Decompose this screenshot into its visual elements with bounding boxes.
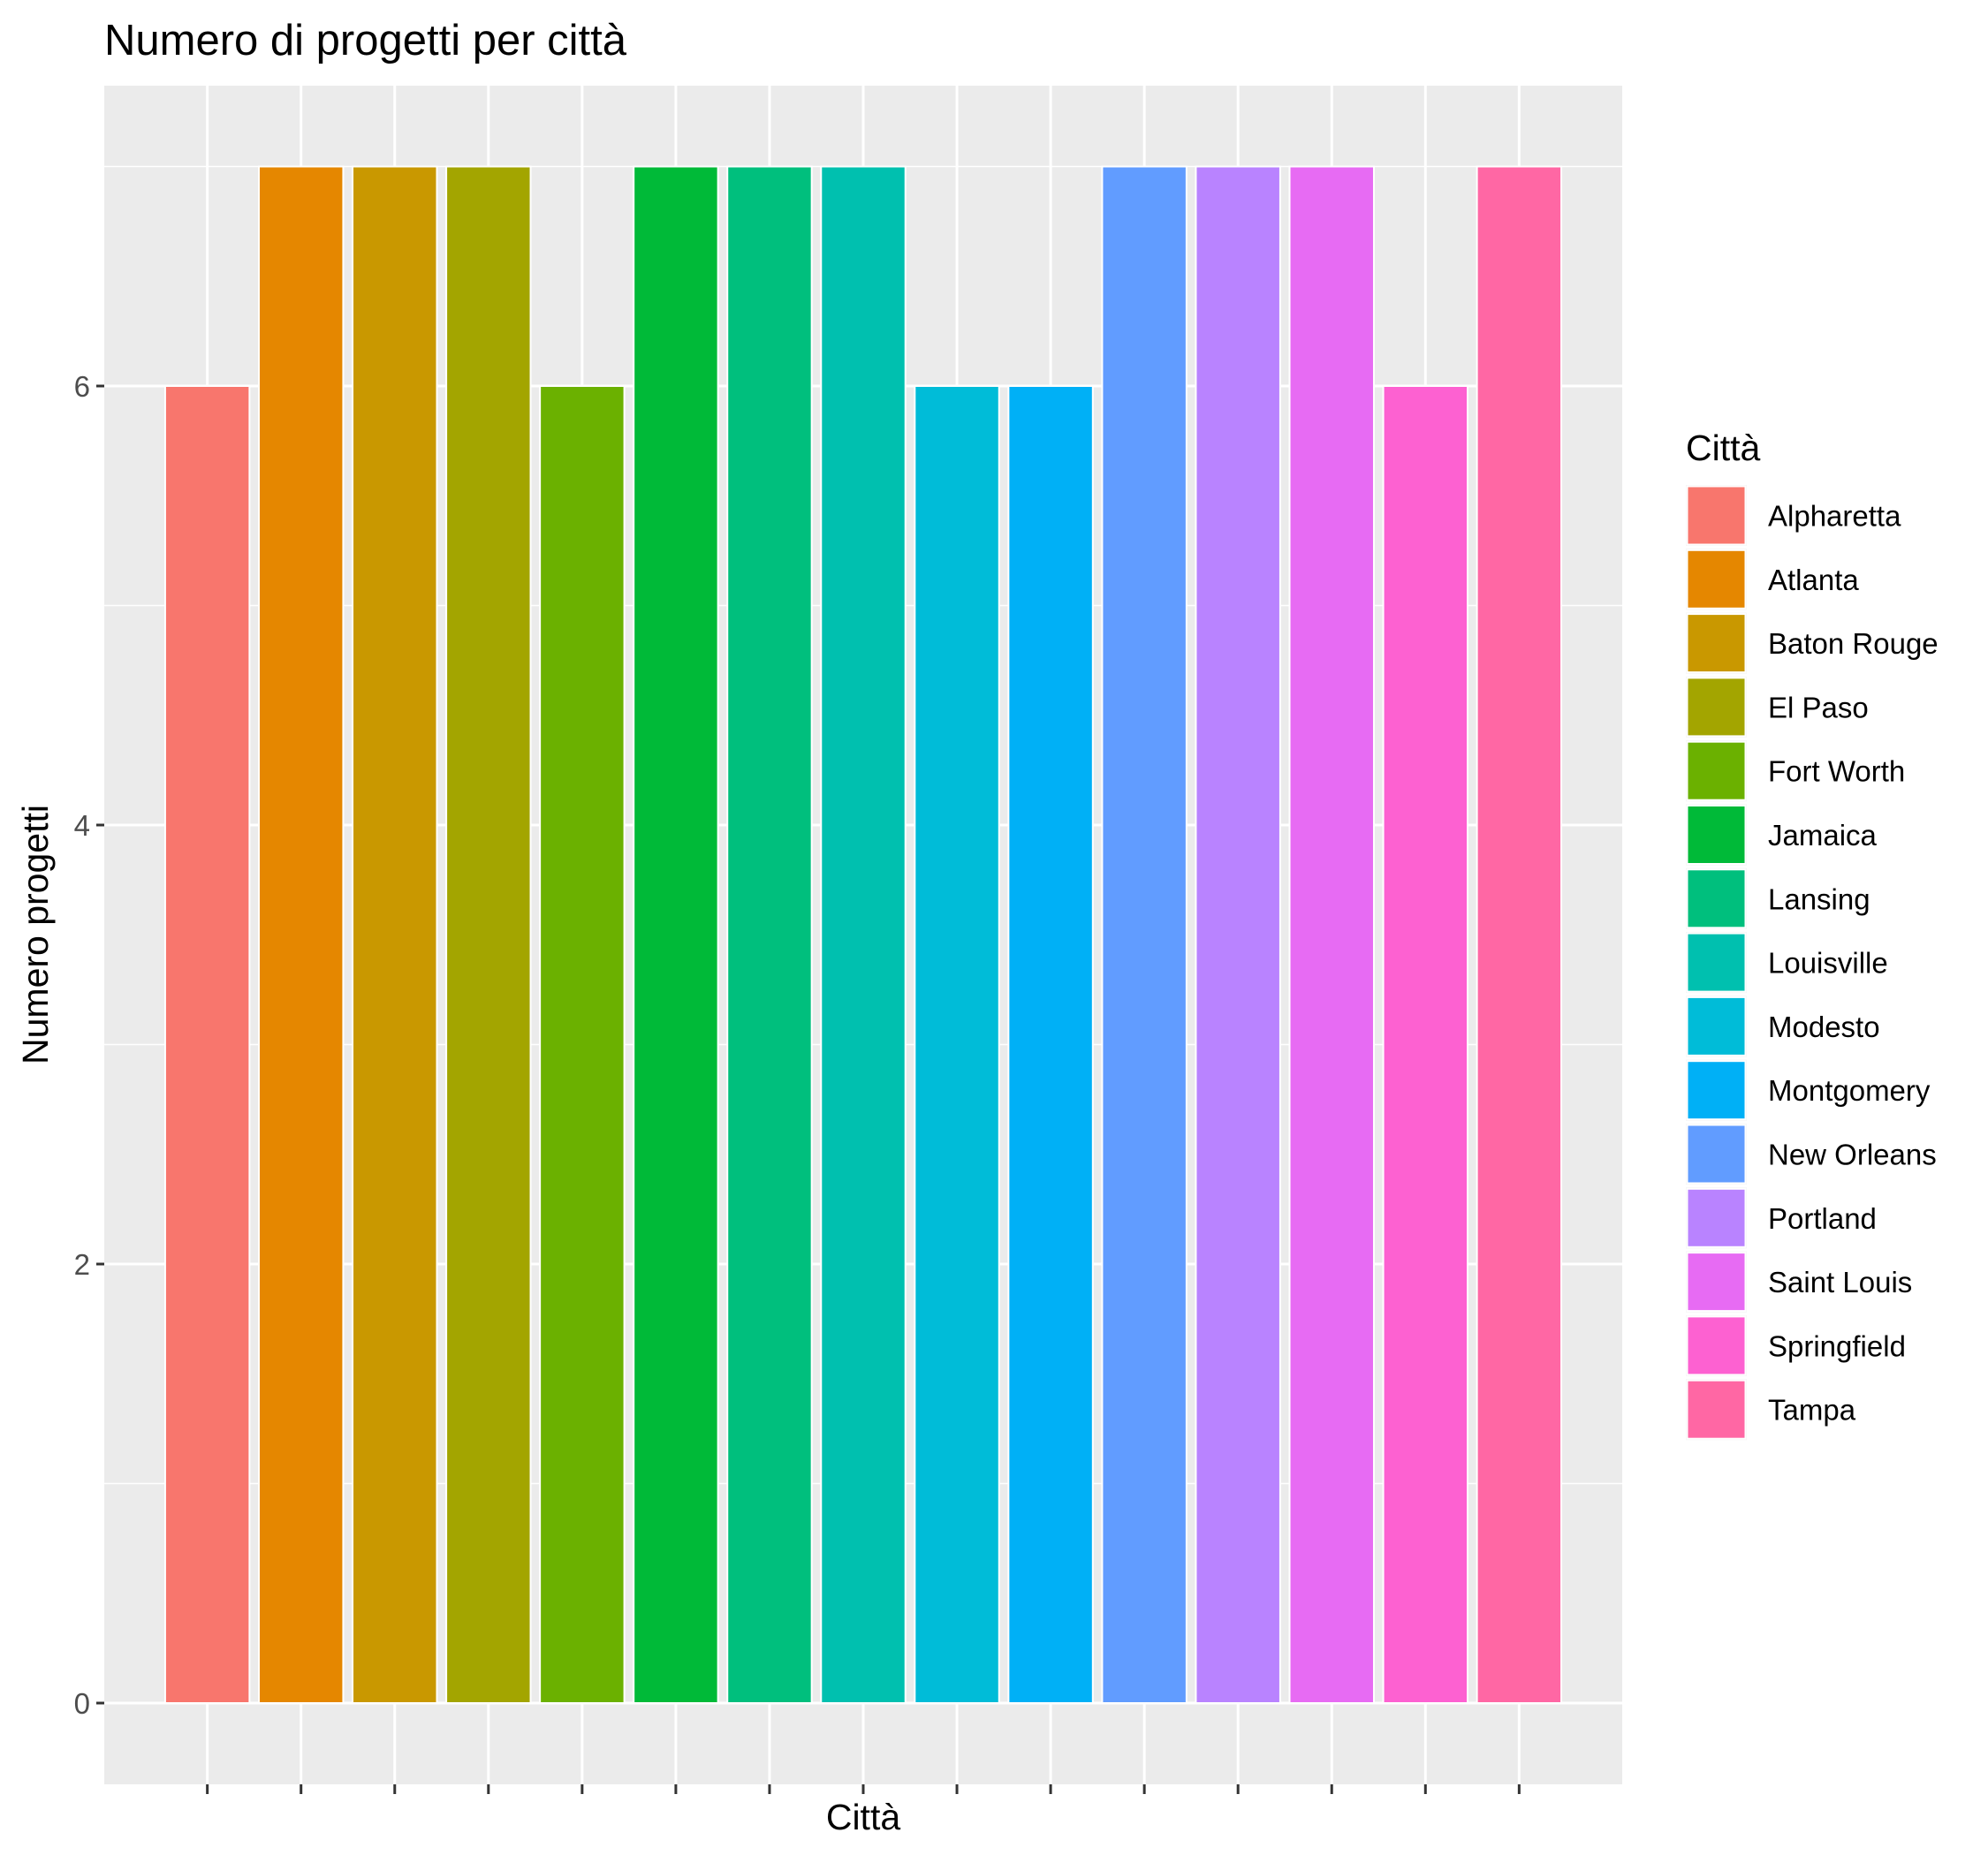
- legend-swatch: [1686, 805, 1747, 865]
- legend-label: Tampa: [1768, 1394, 1856, 1427]
- x-axis: [206, 1784, 1521, 1794]
- bar: [1007, 385, 1094, 1704]
- y-tick-label: 6: [74, 370, 90, 403]
- legend-label: Louisville: [1768, 947, 1888, 980]
- legend-swatch: [1686, 1252, 1747, 1313]
- chart-title: Numero di progetti per città: [104, 17, 627, 64]
- x-axis-title: Città: [826, 1797, 901, 1837]
- bar: [352, 165, 438, 1704]
- y-tick-label: 2: [74, 1248, 90, 1281]
- bar: [1195, 165, 1281, 1704]
- y-tick-label: 4: [74, 809, 90, 842]
- legend-label: Saint Louis: [1768, 1266, 1912, 1298]
- y-tick-label: 0: [74, 1687, 90, 1720]
- legend-label: Lansing: [1768, 882, 1870, 915]
- bar: [445, 165, 532, 1704]
- bars: [163, 165, 1563, 1704]
- legend-items: Alpharetta Atlanta Baton Rouge El Paso Fort …: [1686, 485, 1939, 1441]
- legend: Città Alpharetta Atlanta Baton Rouge El Pas…: [1686, 428, 1939, 1441]
- bar: [1476, 165, 1563, 1704]
- legend-label: Baton Rouge: [1768, 627, 1939, 660]
- bar: [1382, 385, 1469, 1704]
- legend-title: Città: [1686, 428, 1761, 468]
- legend-label: Alpharetta: [1768, 500, 1901, 533]
- bar: [726, 165, 813, 1704]
- bar: [1288, 165, 1375, 1704]
- bar: [539, 385, 626, 1704]
- y-axis: 0 2 4 6: [74, 370, 104, 1720]
- legend-swatch: [1686, 677, 1747, 738]
- legend-swatch: [1686, 1187, 1747, 1248]
- bar: [914, 385, 1000, 1704]
- legend-label: Atlanta: [1768, 564, 1859, 596]
- y-axis-title: Numero progetti: [15, 805, 56, 1064]
- legend-label: New Orleans: [1768, 1139, 1937, 1171]
- legend-swatch: [1686, 868, 1747, 929]
- bar: [1101, 165, 1187, 1704]
- legend-label: Springfield: [1768, 1329, 1906, 1362]
- legend-label: Fort Worth: [1768, 755, 1905, 788]
- bar: [820, 165, 907, 1704]
- bar: [633, 165, 719, 1704]
- legend-swatch: [1686, 996, 1747, 1056]
- legend-swatch: [1686, 613, 1747, 674]
- legend-label: Modesto: [1768, 1011, 1880, 1043]
- legend-swatch: [1686, 932, 1747, 993]
- legend-swatch: [1686, 1315, 1747, 1376]
- legend-swatch: [1686, 485, 1747, 546]
- legend-label: Jamaica: [1768, 819, 1878, 852]
- legend-swatch: [1686, 1379, 1747, 1440]
- legend-label: Montgomery: [1768, 1074, 1931, 1107]
- legend-label: El Paso: [1768, 691, 1869, 723]
- legend-label: Portland: [1768, 1202, 1877, 1235]
- legend-swatch: [1686, 1124, 1747, 1185]
- legend-swatch: [1686, 549, 1747, 610]
- legend-swatch: [1686, 740, 1747, 801]
- legend-swatch: [1686, 1060, 1747, 1121]
- bar: [163, 385, 251, 1704]
- bar: [257, 165, 345, 1704]
